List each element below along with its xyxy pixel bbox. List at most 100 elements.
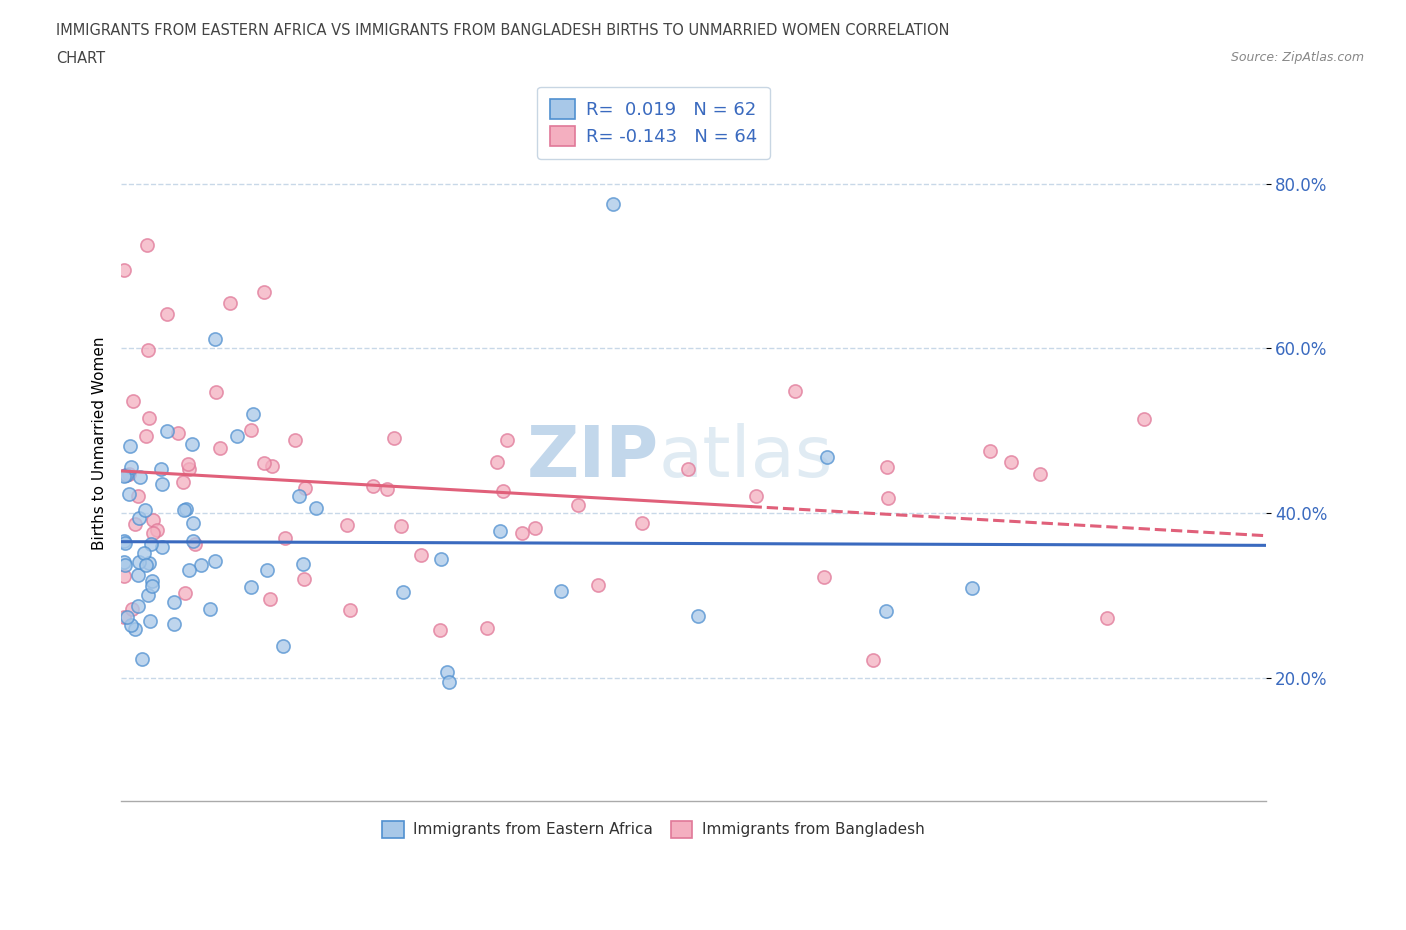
Point (200, 602, 222, 617)
Point (124, 517, 146, 532)
Point (167, 426, 190, 441)
Point (128, 554, 150, 569)
Point (138, 555, 160, 570)
Text: IMMIGRANTS FROM EASTERN AFRICA VS IMMIGRANTS FROM BANGLADESH BIRTHS TO UNMARRIED: IMMIGRANTS FROM EASTERN AFRICA VS IMMIGR… (56, 23, 949, 38)
Point (181, 534, 204, 549)
Point (1029, 466, 1052, 481)
Point (274, 531, 297, 546)
Point (253, 285, 276, 299)
Point (124, 621, 146, 636)
Point (489, 524, 512, 538)
Point (630, 516, 652, 531)
Point (114, 536, 136, 551)
Text: ZIP: ZIP (527, 423, 659, 492)
Point (163, 617, 186, 631)
Point (128, 511, 150, 525)
Point (136, 588, 159, 603)
Point (177, 462, 200, 477)
Point (115, 467, 138, 482)
Point (1095, 611, 1118, 626)
Point (112, 262, 135, 277)
Point (485, 455, 508, 470)
Point (120, 618, 142, 632)
Point (239, 579, 262, 594)
Point (259, 591, 281, 606)
Point (430, 551, 453, 566)
Point (676, 462, 699, 477)
Point (288, 488, 311, 503)
Point (115, 467, 138, 482)
Point (121, 393, 143, 408)
Point (262, 458, 284, 473)
Point (411, 548, 433, 563)
Point (150, 476, 173, 491)
Point (429, 623, 451, 638)
Point (339, 603, 361, 618)
Point (876, 459, 898, 474)
Point (115, 610, 138, 625)
Point (127, 568, 149, 583)
Point (294, 480, 316, 495)
Point (134, 503, 156, 518)
Point (190, 557, 212, 572)
Point (875, 604, 897, 618)
Point (979, 444, 1001, 458)
Point (118, 439, 141, 454)
Point (135, 428, 157, 443)
Point (204, 384, 226, 399)
Point (112, 610, 135, 625)
Point (292, 572, 315, 587)
Point (141, 537, 163, 551)
Point (219, 296, 242, 311)
Point (141, 574, 163, 589)
Point (361, 479, 384, 494)
Point (877, 490, 900, 505)
Point (510, 525, 533, 540)
Point (112, 534, 135, 549)
Point (112, 555, 135, 570)
Point (304, 500, 326, 515)
Point (141, 525, 163, 540)
Point (382, 431, 405, 445)
Point (291, 556, 314, 571)
Point (136, 238, 159, 253)
Point (204, 331, 226, 346)
Point (163, 595, 186, 610)
Point (131, 652, 153, 667)
Point (176, 457, 198, 472)
Point (439, 675, 461, 690)
Point (745, 489, 768, 504)
Point (813, 569, 835, 584)
Point (253, 456, 276, 471)
Point (550, 583, 572, 598)
Point (284, 432, 307, 447)
Point (142, 512, 165, 527)
Point (492, 484, 515, 498)
Point (172, 474, 194, 489)
Point (1133, 412, 1156, 427)
Point (783, 383, 806, 398)
Text: Source: ZipAtlas.com: Source: ZipAtlas.com (1230, 51, 1364, 64)
Point (177, 563, 200, 578)
Point (141, 578, 163, 593)
Point (156, 307, 179, 322)
Point (174, 501, 197, 516)
Point (389, 518, 412, 533)
Point (183, 515, 205, 530)
Point (129, 470, 152, 485)
Point (127, 488, 149, 503)
Point (242, 406, 264, 421)
Point (132, 545, 155, 560)
Point (273, 639, 295, 654)
Point (240, 422, 263, 437)
Point (688, 609, 710, 624)
Point (114, 558, 136, 573)
Text: CHART: CHART (56, 51, 105, 66)
Point (173, 503, 195, 518)
Legend: Immigrants from Eastern Africa, Immigrants from Bangladesh: Immigrants from Eastern Africa, Immigran… (374, 814, 932, 845)
Point (391, 584, 413, 599)
Point (139, 614, 162, 629)
Point (138, 411, 160, 426)
Point (602, 197, 624, 212)
Point (112, 569, 135, 584)
